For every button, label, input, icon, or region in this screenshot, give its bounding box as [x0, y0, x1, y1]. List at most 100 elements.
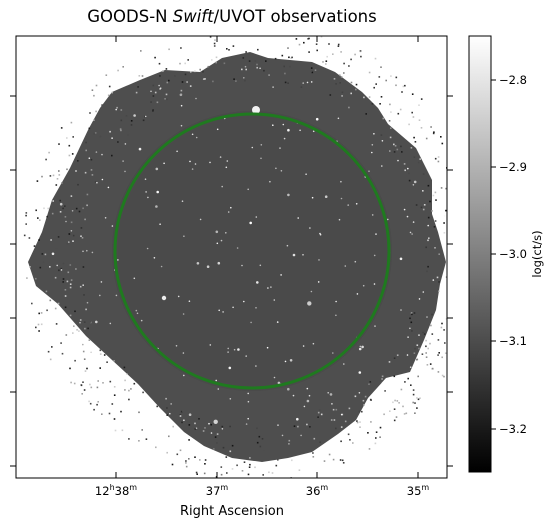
noise-pixel [393, 357, 396, 359]
noise-pixel [309, 426, 311, 428]
star-point [400, 309, 402, 311]
noise-pixel [213, 42, 216, 45]
noise-pixel [409, 317, 411, 320]
noise-pixel [152, 109, 154, 111]
noise-pixel [440, 326, 443, 329]
star-point [204, 78, 206, 80]
noise-pixel [408, 172, 410, 175]
noise-pixel [396, 400, 399, 402]
noise-pixel [26, 277, 28, 279]
star-point [146, 247, 149, 250]
colorbar-tick-marks [491, 79, 496, 430]
star-point [221, 428, 224, 430]
star-point [219, 156, 222, 158]
noise-pixel [86, 367, 88, 370]
noise-pixel [113, 394, 116, 396]
noise-pixel [390, 75, 392, 77]
noise-pixel [168, 48, 170, 51]
star-point [180, 124, 183, 127]
star-point [86, 249, 88, 252]
noise-pixel [392, 401, 394, 404]
noise-pixel [67, 271, 70, 274]
noise-pixel [340, 76, 343, 78]
noise-pixel [90, 169, 93, 171]
noise-pixel [47, 207, 49, 210]
noise-pixel [94, 181, 97, 183]
noise-pixel [222, 446, 225, 449]
star-point [56, 264, 58, 267]
star-point [280, 170, 283, 172]
noise-pixel [220, 473, 223, 476]
noise-pixel [437, 339, 440, 341]
noise-pixel [337, 43, 340, 46]
star-point [209, 344, 212, 346]
noise-pixel [313, 437, 316, 440]
noise-pixel [75, 268, 77, 270]
star-point [96, 181, 98, 184]
star-point [225, 166, 228, 169]
noise-pixel [57, 302, 60, 305]
noise-pixel [263, 69, 265, 72]
noise-pixel [69, 264, 72, 266]
noise-pixel [348, 65, 350, 67]
noise-pixel [216, 433, 219, 435]
star-point [232, 306, 234, 309]
noise-pixel [150, 101, 152, 103]
noise-pixel [229, 450, 232, 453]
noise-pixel [348, 106, 350, 109]
noise-pixel [430, 324, 432, 327]
noise-pixel [249, 463, 251, 466]
noise-pixel [102, 382, 104, 384]
star-point [309, 227, 311, 229]
noise-pixel [241, 68, 243, 71]
star-point [269, 180, 271, 183]
noise-pixel [82, 207, 84, 210]
noise-pixel [89, 112, 91, 114]
star-point [427, 224, 430, 227]
star-point [215, 379, 217, 382]
star-point [358, 347, 362, 351]
noise-pixel [381, 375, 384, 378]
noise-pixel [396, 357, 399, 360]
star-point [218, 309, 220, 312]
noise-pixel [417, 161, 420, 164]
noise-pixel [325, 63, 327, 65]
noise-pixel [333, 78, 336, 80]
star-point [368, 170, 370, 172]
noise-pixel [70, 121, 73, 124]
noise-pixel [269, 81, 272, 83]
noise-pixel [303, 41, 305, 44]
x-tick-label-1: 37m [206, 483, 229, 498]
star-point [138, 147, 142, 151]
star-point [340, 197, 343, 200]
noise-pixel [234, 444, 237, 446]
noise-pixel [426, 270, 428, 273]
noise-pixel [96, 386, 99, 389]
noise-pixel [417, 398, 420, 401]
noise-pixel [73, 325, 75, 327]
star-point [284, 360, 287, 363]
star-point [374, 325, 376, 327]
noise-pixel [88, 400, 90, 403]
noise-pixel [452, 167, 454, 169]
noise-pixel [412, 393, 415, 396]
noise-pixel [23, 234, 26, 237]
noise-pixel [142, 119, 145, 122]
noise-pixel [127, 134, 129, 136]
noise-pixel [256, 441, 259, 444]
noise-pixel [258, 27, 260, 29]
noise-pixel [289, 65, 291, 68]
noise-pixel [464, 331, 466, 333]
noise-pixel [55, 323, 58, 325]
noise-pixel [339, 74, 341, 77]
noise-pixel [341, 95, 343, 97]
star-point [51, 252, 55, 256]
noise-pixel [138, 440, 140, 442]
star-point [306, 387, 309, 390]
noise-pixel [433, 226, 436, 228]
noise-pixel [443, 375, 445, 378]
star-point [124, 143, 127, 145]
noise-pixel [120, 119, 123, 122]
x-tick-label-2: 36m [306, 483, 329, 498]
